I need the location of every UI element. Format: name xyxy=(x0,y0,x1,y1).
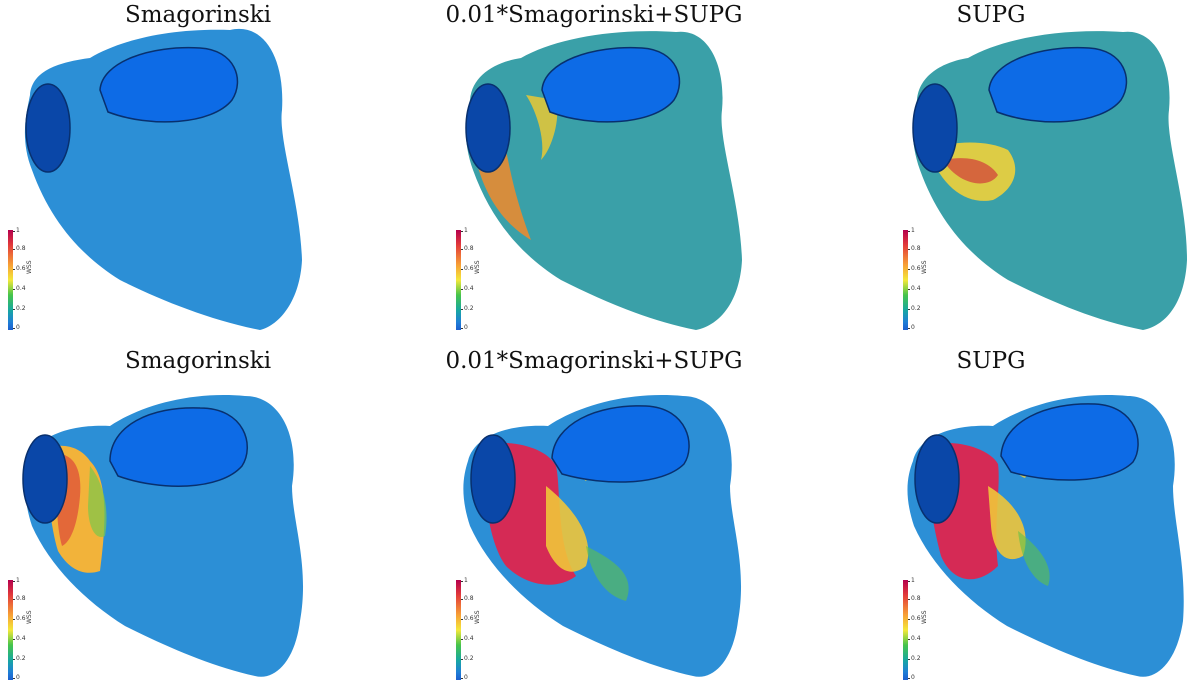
tick-label: 0.8 xyxy=(461,245,474,252)
panel-title: 0.01*Smagorinski+SUPG xyxy=(445,2,743,28)
panel-title: SUPG xyxy=(956,2,1026,28)
panel-title: 0.01*Smagorinski+SUPG xyxy=(445,348,743,374)
panel-top-middle: 0.01*Smagorinski+SUPG 1 0.8 0.6 0.4 0.2 … xyxy=(396,0,792,346)
colorbar-label: WSS xyxy=(474,260,481,274)
tick-label: 0.2 xyxy=(908,655,921,662)
colorbar: 1 0.8 0.6 0.4 0.2 0 WSS xyxy=(895,578,941,688)
tick-label: 1 xyxy=(461,227,468,234)
tick-label: 0.2 xyxy=(461,305,474,312)
tick-label: 0.4 xyxy=(908,635,921,642)
colorbar-label: WSS xyxy=(921,260,928,274)
colorbar-gradient xyxy=(903,230,908,330)
tick-label: 1 xyxy=(13,227,20,234)
panel-bottom-left: Smagorinski 1 0.8 0.6 0.4 0.2 0 WSS xyxy=(0,346,396,692)
panel-bottom-middle: 0.01*Smagorinski+SUPG 1 0.8 0.6 0.4 0.2 … xyxy=(396,346,792,692)
tick-label: 1 xyxy=(908,577,915,584)
tick-label: 0.2 xyxy=(13,655,26,662)
panel-top-left: Smagorinski 1 0.8 0.6 0.4 0.2 0 WSS xyxy=(0,0,396,346)
tick-label: 0.8 xyxy=(908,245,921,252)
tick-label: 0.8 xyxy=(13,595,26,602)
tick-label: 0 xyxy=(461,674,468,681)
tick-label: 0.6 xyxy=(908,615,921,622)
tick-label: 0.4 xyxy=(461,285,474,292)
panel-bottom-right: SUPG 1 0.8 0.6 0.4 0.2 0 WSS xyxy=(793,346,1189,692)
colorbar: 1 0.8 0.6 0.4 0.2 0 WSS xyxy=(448,578,494,688)
tick-label: 0.6 xyxy=(13,615,26,622)
tick-label: 0.2 xyxy=(461,655,474,662)
colorbar-gradient xyxy=(8,580,13,680)
colorbar-gradient xyxy=(903,580,908,680)
tick-label: 0.2 xyxy=(13,305,26,312)
tick-label: 0.8 xyxy=(461,595,474,602)
tick-label: 0.6 xyxy=(461,615,474,622)
colorbar-label: WSS xyxy=(26,610,33,624)
tick-label: 0 xyxy=(908,324,915,331)
colorbar: 1 0.8 0.6 0.4 0.2 0 WSS xyxy=(0,228,46,338)
tick-label: 0.4 xyxy=(461,635,474,642)
tick-label: 0 xyxy=(461,324,468,331)
tick-label: 0.6 xyxy=(908,265,921,272)
wss-surface-render xyxy=(912,31,1187,330)
tick-label: 0.8 xyxy=(908,595,921,602)
panel-title: SUPG xyxy=(956,348,1026,374)
tick-label: 0.2 xyxy=(908,305,921,312)
tick-label: 0.6 xyxy=(13,265,26,272)
wss-surface-render xyxy=(907,395,1184,677)
colorbar-gradient xyxy=(8,230,13,330)
wss-surface-render xyxy=(24,28,302,330)
wss-surface-render xyxy=(22,395,304,677)
colorbar-gradient xyxy=(456,230,461,330)
tick-label: 1 xyxy=(461,577,468,584)
tick-label: 1 xyxy=(13,577,20,584)
colorbar: 1 0.8 0.6 0.4 0.2 0 WSS xyxy=(0,578,46,688)
tick-label: 0.4 xyxy=(908,285,921,292)
tick-label: 0 xyxy=(13,674,20,681)
panel-title: Smagorinski xyxy=(124,348,272,374)
tick-label: 0.8 xyxy=(13,245,26,252)
colorbar-label: WSS xyxy=(26,260,33,274)
colorbar: 1 0.8 0.6 0.4 0.2 0 WSS xyxy=(895,228,941,338)
tick-label: 1 xyxy=(908,227,915,234)
tick-label: 0.6 xyxy=(461,265,474,272)
panel-top-right: SUPG 1 0.8 0.6 0.4 0.2 0 WSS xyxy=(793,0,1189,346)
tick-label: 0 xyxy=(908,674,915,681)
tick-label: 0.4 xyxy=(13,285,26,292)
wss-surface-render xyxy=(465,31,742,330)
wss-surface-render xyxy=(463,395,742,677)
colorbar: 1 0.8 0.6 0.4 0.2 0 WSS xyxy=(448,228,494,338)
colorbar-label: WSS xyxy=(921,610,928,624)
tick-label: 0 xyxy=(13,324,20,331)
colorbar-gradient xyxy=(456,580,461,680)
tick-label: 0.4 xyxy=(13,635,26,642)
colorbar-label: WSS xyxy=(474,610,481,624)
panel-title: Smagorinski xyxy=(124,2,272,28)
